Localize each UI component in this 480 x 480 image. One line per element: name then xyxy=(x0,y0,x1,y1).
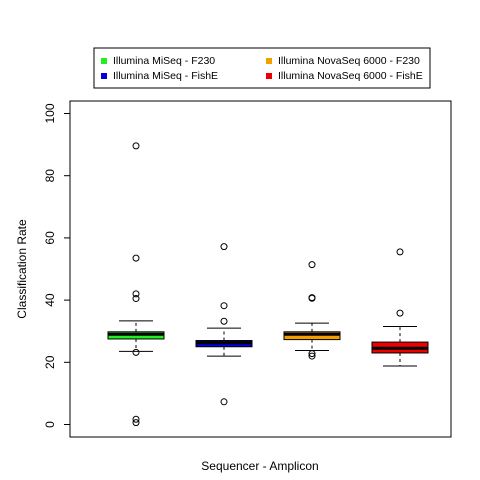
legend-label-1: Illumina MiSeq - FishE xyxy=(113,70,218,82)
y-tick-label-100: 100 xyxy=(43,103,57,123)
outlier-0-6 xyxy=(132,419,140,427)
y-tick-label-0: 0 xyxy=(43,421,57,428)
box-3 xyxy=(371,248,429,367)
legend-label-3: Illumina NovaSeq 6000 - FishE xyxy=(278,70,423,82)
outlier-0-2 xyxy=(132,290,140,298)
y-tick-label-20: 20 xyxy=(43,355,57,369)
y-axis: 0 20 40 60 80 100 xyxy=(43,103,71,428)
x-axis-title: Sequencer - Amplicon xyxy=(201,459,318,473)
legend-box xyxy=(93,47,431,89)
outlier-2-2 xyxy=(308,294,316,302)
legend-swatch-0 xyxy=(101,58,107,64)
outlier-2-3 xyxy=(308,350,316,358)
outlier-1-2 xyxy=(220,317,228,325)
outlier-1-0 xyxy=(220,243,228,251)
outlier-0-1 xyxy=(132,254,140,262)
outlier-3-0 xyxy=(396,248,404,256)
box-2 xyxy=(283,261,341,360)
outlier-0-4 xyxy=(132,348,140,356)
outlier-2-4 xyxy=(308,352,316,360)
y-tick-label-40: 40 xyxy=(43,293,57,307)
outlier-0-0 xyxy=(132,142,140,150)
legend-swatch-1 xyxy=(101,73,107,79)
box-0 xyxy=(107,142,165,427)
boxes-group xyxy=(107,142,429,427)
y-axis-title: Classification Rate xyxy=(15,219,29,319)
y-tick-label-80: 80 xyxy=(43,169,57,183)
outlier-2-0 xyxy=(308,261,316,269)
y-tick-label-60: 60 xyxy=(43,231,57,245)
outlier-3-1 xyxy=(396,309,404,317)
legend-swatch-2 xyxy=(266,58,272,64)
legend-swatch-3 xyxy=(266,73,272,79)
outlier-1-3 xyxy=(220,398,228,406)
legend: Illumina MiSeq - F230 Illumina MiSeq - F… xyxy=(93,47,431,89)
legend-label-0: Illumina MiSeq - F230 xyxy=(113,55,215,67)
outlier-0-5 xyxy=(132,415,140,423)
outlier-0-3 xyxy=(132,295,140,303)
box-1 xyxy=(195,243,253,406)
legend-label-2: Illumina NovaSeq 6000 - F230 xyxy=(278,55,420,67)
outlier-1-1 xyxy=(220,302,228,310)
